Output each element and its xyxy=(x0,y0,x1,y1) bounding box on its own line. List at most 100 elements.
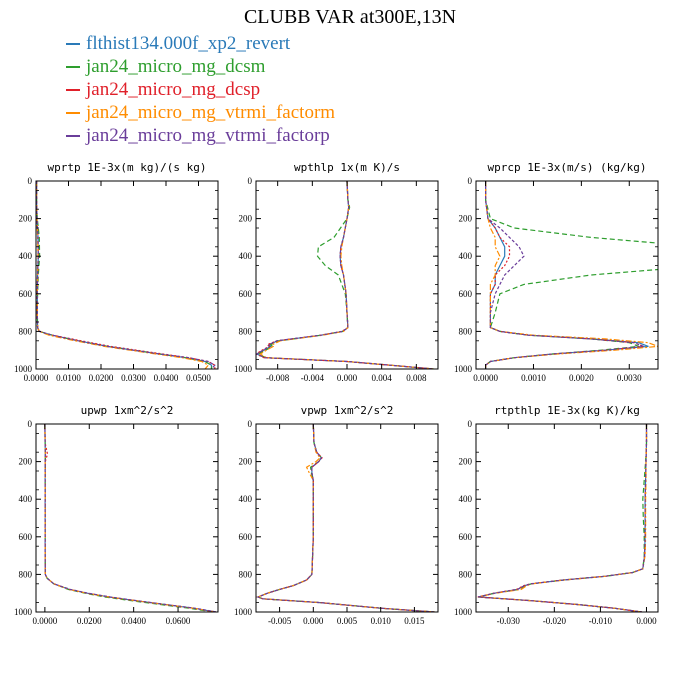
y-tick-label: 600 xyxy=(19,289,33,299)
x-tick-label: -0.020 xyxy=(543,616,567,626)
y-tick-label: 600 xyxy=(459,532,473,542)
y-tick-label: 800 xyxy=(19,569,33,579)
y-tick-label: 1000 xyxy=(234,364,253,374)
panel-title: upwp 1xm^2/s^2 xyxy=(81,404,174,417)
x-tick-label: 0.0000 xyxy=(473,373,498,383)
series-line xyxy=(36,181,213,369)
figure-title: CLUBB VAR at300E,13N xyxy=(243,6,457,28)
x-tick-label: 0.010 xyxy=(371,616,392,626)
legend-label: jan24_micro_mg_dcsm xyxy=(86,56,266,77)
y-tick-label: 800 xyxy=(459,569,473,579)
series-line xyxy=(485,181,658,369)
panel-title: wpthlp 1x(m K)/s xyxy=(294,161,400,174)
legend-swatch xyxy=(66,134,80,137)
x-tick-label: 0.0500 xyxy=(186,373,211,383)
plot-frame xyxy=(255,423,439,613)
series-line xyxy=(485,181,649,369)
series-line xyxy=(36,181,210,369)
x-tick-label: 0.005 xyxy=(337,616,358,626)
x-tick-label: 0.0010 xyxy=(521,373,546,383)
legend-swatch xyxy=(66,65,80,68)
panel-title: vpwp 1xm^2/s^2 xyxy=(301,404,394,417)
y-tick-label: 400 xyxy=(239,494,253,504)
y-tick-label: 800 xyxy=(19,326,33,336)
y-tick-label: 1000 xyxy=(14,607,33,617)
y-tick-label: 400 xyxy=(19,494,33,504)
x-tick-label: 0.0100 xyxy=(56,373,81,383)
y-tick-label: 200 xyxy=(459,457,473,467)
series-line xyxy=(36,181,216,369)
x-tick-label: -0.030 xyxy=(497,616,521,626)
series-line xyxy=(256,424,435,612)
panel-title: wprcp 1E-3x(m/s) (kg/kg) xyxy=(488,161,647,174)
x-tick-label: -0.008 xyxy=(266,373,290,383)
legend-label: jan24_micro_mg_vtrmi_factorp xyxy=(86,125,330,146)
legend-item: jan24_micro_mg_dcsp xyxy=(66,78,335,101)
x-tick-label: 0.015 xyxy=(404,616,425,626)
series-line xyxy=(256,181,434,369)
x-tick-label: 0.000 xyxy=(303,616,324,626)
x-tick-label: 0.0200 xyxy=(89,373,114,383)
x-tick-label: 0.0400 xyxy=(121,616,146,626)
y-tick-label: 400 xyxy=(19,251,33,261)
y-tick-label: 200 xyxy=(239,457,253,467)
legend-label: jan24_micro_mg_vtrmi_factorm xyxy=(86,102,336,123)
legend-label: flthist134.000f_xp2_revert xyxy=(86,33,291,54)
series-line xyxy=(256,424,435,612)
y-tick-label: 800 xyxy=(459,326,473,336)
series-line xyxy=(44,424,216,612)
y-tick-label: 1000 xyxy=(454,607,473,617)
x-tick-label: 0.0030 xyxy=(617,373,642,383)
plot-frame xyxy=(35,423,219,613)
panel: wprtp 1E-3x(m kg)/(s kg) 0 200 400 600 800 100… xyxy=(14,161,219,383)
y-tick-label: 200 xyxy=(19,214,33,224)
series-line xyxy=(259,181,434,369)
plot-frame xyxy=(475,180,659,370)
series-line xyxy=(256,424,435,612)
legend-item: jan24_micro_mg_vtrmi_factorp xyxy=(66,124,335,147)
series-line xyxy=(256,424,435,612)
x-tick-label: 0.0000 xyxy=(33,616,58,626)
series-line xyxy=(256,181,434,369)
series-line xyxy=(44,424,216,612)
series-line xyxy=(44,424,218,612)
y-tick-label: 600 xyxy=(19,532,33,542)
series-line xyxy=(44,424,216,612)
y-tick-label: 0 xyxy=(28,419,33,429)
plot-frame xyxy=(255,180,439,370)
y-tick-label: 600 xyxy=(239,532,253,542)
legend-item: jan24_micro_mg_vtrmi_factorm xyxy=(66,101,335,124)
panel-title: wprtp 1E-3x(m kg)/(s kg) xyxy=(48,161,207,174)
x-tick-label: 0.0600 xyxy=(166,616,191,626)
series-line xyxy=(485,181,644,369)
x-tick-label: 0.0400 xyxy=(154,373,179,383)
x-tick-label: 0.004 xyxy=(372,373,393,383)
y-tick-label: 600 xyxy=(459,289,473,299)
legend-item: jan24_micro_mg_dcsm xyxy=(66,55,335,78)
legend-swatch xyxy=(66,88,80,91)
x-tick-label: -0.005 xyxy=(268,616,292,626)
y-tick-label: 0 xyxy=(248,419,253,429)
legend-item: flthist134.000f_xp2_revert xyxy=(66,32,335,55)
x-tick-label: 0.000 xyxy=(636,616,657,626)
panel: wpthlp 1x(m K)/s 0 200 400 600 800 1000 -0.008 -… xyxy=(234,161,439,383)
y-tick-label: 600 xyxy=(239,289,253,299)
y-tick-label: 400 xyxy=(459,251,473,261)
y-tick-label: 200 xyxy=(459,214,473,224)
legend-swatch xyxy=(66,111,80,114)
x-tick-label: 0.008 xyxy=(406,373,427,383)
y-tick-label: 0 xyxy=(468,176,473,186)
x-tick-label: 0.000 xyxy=(337,373,358,383)
y-tick-label: 400 xyxy=(239,251,253,261)
y-tick-label: 1000 xyxy=(454,364,473,374)
series-line xyxy=(478,424,648,612)
plot-frame xyxy=(475,423,659,613)
y-tick-label: 0 xyxy=(468,419,473,429)
x-tick-label: 0.0300 xyxy=(121,373,146,383)
series-line xyxy=(44,424,214,612)
panel-title: rtpthlp 1E-3x(kg K)/kg xyxy=(494,404,640,417)
series-line xyxy=(478,424,648,612)
